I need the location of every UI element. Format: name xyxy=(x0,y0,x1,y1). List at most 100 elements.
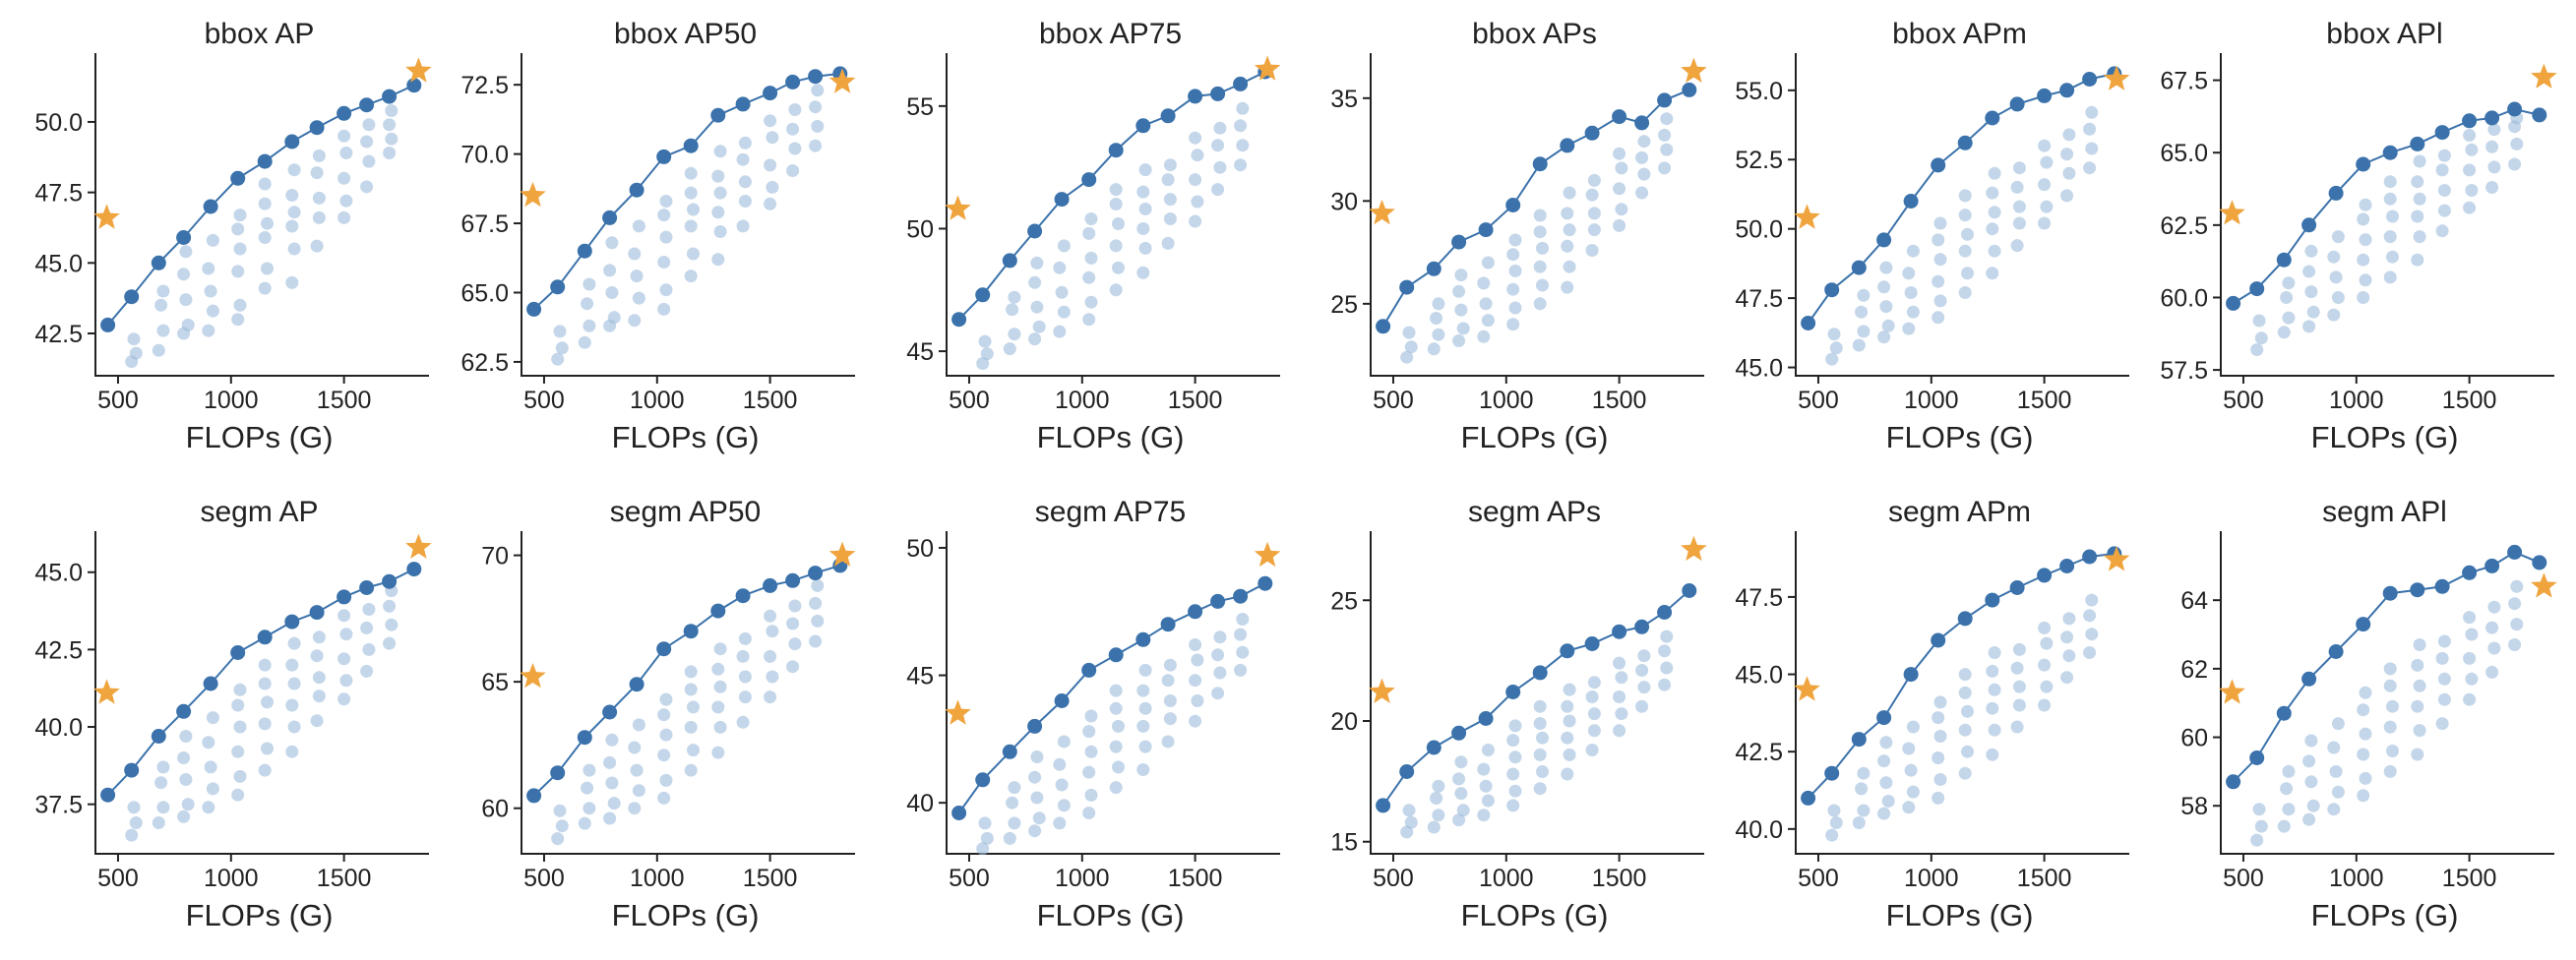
front-point xyxy=(1478,711,1494,726)
cloud-point xyxy=(788,637,802,651)
front-point xyxy=(2276,705,2292,721)
cloud-point xyxy=(258,197,272,210)
cloud-point xyxy=(261,742,274,755)
cloud-point xyxy=(204,284,217,298)
cloud-point xyxy=(1933,773,1947,786)
subplot-9: segm APs 15 20 25 500 1000 1500 FLOPs (G) xyxy=(1330,496,1707,932)
cloud-point xyxy=(1988,206,2001,219)
x-tick-label: 500 xyxy=(949,865,990,892)
y-tick-label: 45 xyxy=(906,338,934,366)
cloud-point xyxy=(1637,681,1651,694)
cloud-point xyxy=(258,658,272,672)
cloud-point xyxy=(1057,799,1071,812)
cloud-point xyxy=(287,163,301,177)
cloud-point xyxy=(2413,154,2426,168)
cloud-point xyxy=(1234,158,1248,172)
cloud-point xyxy=(1533,225,1547,239)
cloud-point xyxy=(1563,186,1576,200)
cloud-point xyxy=(1533,782,1547,796)
cloud-point xyxy=(1986,186,1999,200)
front-point xyxy=(785,74,801,90)
cloud-point xyxy=(285,658,299,672)
cloud-point xyxy=(1877,807,1891,820)
cloud-point xyxy=(287,636,301,650)
cloud-point xyxy=(233,720,247,734)
cloud-point xyxy=(2465,143,2479,156)
x-axis-label: FLOPs (G) xyxy=(2311,898,2459,932)
cloud-point xyxy=(1211,183,1225,197)
cloud-point xyxy=(362,118,376,132)
front-point xyxy=(1903,194,1919,209)
star-marker xyxy=(2219,200,2245,225)
front-point xyxy=(1135,631,1151,647)
cloud-point xyxy=(632,291,645,305)
cloud-point xyxy=(1481,314,1495,328)
cloud-point xyxy=(2304,244,2318,258)
cloud-point xyxy=(2357,212,2370,226)
cloud-point xyxy=(1508,233,1522,247)
front-point xyxy=(602,210,618,225)
front-point xyxy=(1957,135,1973,150)
front-point xyxy=(337,589,352,605)
cloud-point xyxy=(1958,189,1972,203)
cloud-point xyxy=(809,634,823,648)
front-point xyxy=(763,577,778,593)
cloud-point xyxy=(1109,183,1123,197)
cloud-point xyxy=(287,206,301,219)
cloud-point xyxy=(1932,711,1945,725)
front-point xyxy=(526,301,542,317)
cloud-point xyxy=(339,674,353,688)
cloud-point xyxy=(1028,332,1042,346)
cloud-point xyxy=(1879,261,1893,274)
front-point xyxy=(309,605,325,621)
front-point xyxy=(406,78,422,93)
cloud-point xyxy=(1404,815,1418,829)
x-tick-label: 1500 xyxy=(317,387,372,414)
x-axis-label: FLOPs (G) xyxy=(1886,420,2034,454)
x-tick-label: 500 xyxy=(523,387,565,414)
front-point xyxy=(1054,192,1070,208)
subplot-title: segm AP xyxy=(200,496,318,528)
cloud-point xyxy=(1506,248,1520,262)
cloud-point xyxy=(811,578,825,592)
cloud-point xyxy=(1191,149,1204,162)
subplot-title: bbox AP75 xyxy=(1039,18,1182,50)
cloud-point xyxy=(2411,210,2424,223)
cloud-point xyxy=(553,804,567,817)
cloud-point xyxy=(1112,760,1125,774)
cloud-point xyxy=(2331,717,2345,731)
front-point xyxy=(975,772,991,788)
cloud-point xyxy=(1112,719,1125,733)
subplot-10: segm APm 40.0 42.5 45.0 47.5 500 1000 1500 FLOPs… xyxy=(1735,496,2130,932)
cloud-point xyxy=(659,283,673,297)
cloud-point xyxy=(2040,680,2054,693)
cloud-point xyxy=(1028,824,1042,838)
y-tick-label: 50 xyxy=(906,535,934,563)
cloud-point xyxy=(1587,207,1601,220)
front-point xyxy=(2410,136,2425,151)
star-marker xyxy=(1681,535,1707,562)
cloud-point xyxy=(1136,185,1150,199)
cloud-point xyxy=(1234,628,1248,641)
cloud-point xyxy=(2012,216,2026,230)
cloud-point xyxy=(1191,653,1204,667)
cloud-point xyxy=(1136,684,1150,697)
cloud-point xyxy=(1236,139,1250,152)
front-point xyxy=(2507,101,2523,117)
cloud-point xyxy=(1053,325,1067,338)
cloud-point xyxy=(1189,173,1202,187)
front-point xyxy=(808,566,824,581)
cloud-point xyxy=(1906,305,1920,319)
cloud-point xyxy=(2304,734,2318,748)
cloud-point xyxy=(786,617,800,630)
cloud-point xyxy=(337,609,351,623)
cloud-point xyxy=(2085,593,2099,607)
cloud-point xyxy=(1508,750,1522,764)
front-point xyxy=(1560,138,1575,153)
cloud-point xyxy=(2463,611,2477,625)
cloud-point xyxy=(1988,166,2001,180)
cloud-point xyxy=(738,690,752,704)
cloud-point xyxy=(2383,175,2397,189)
front-point xyxy=(2249,750,2265,765)
cloud-point xyxy=(206,233,219,247)
